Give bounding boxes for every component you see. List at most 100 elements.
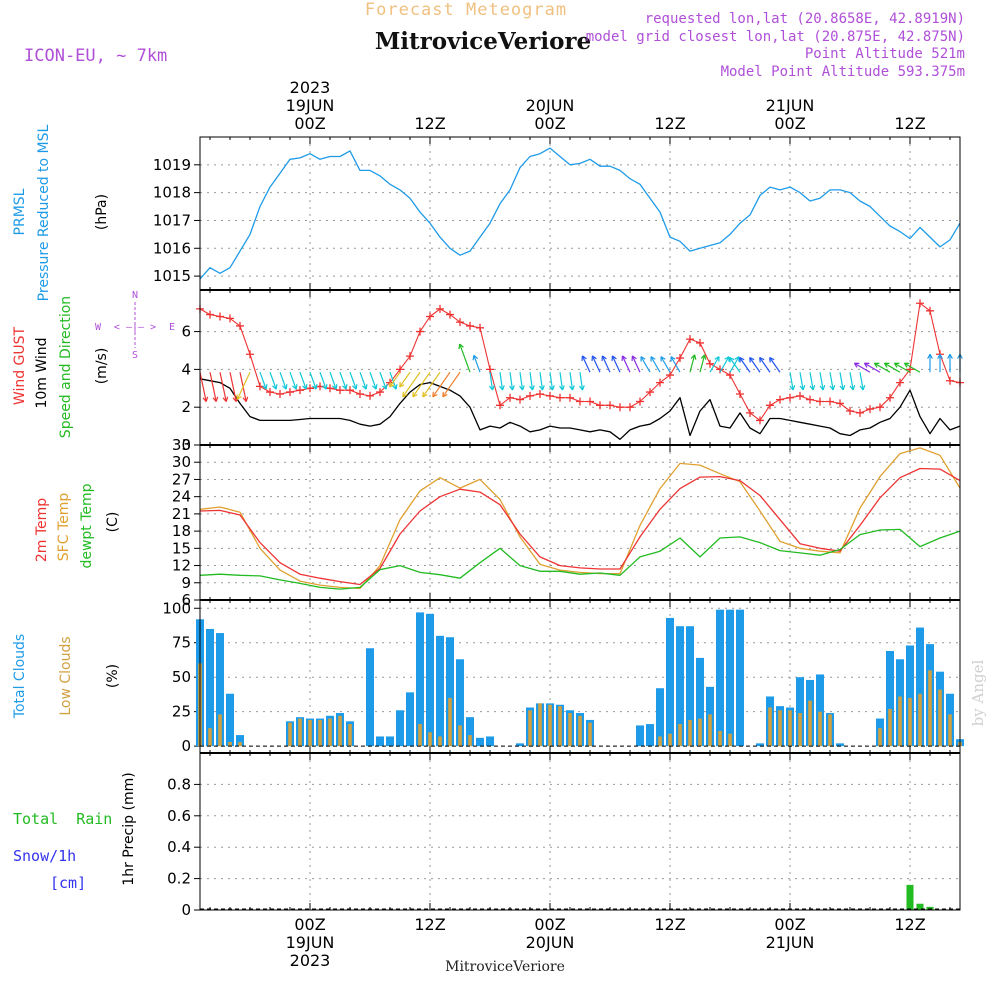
arrow-shaft	[699, 354, 706, 373]
total-cloud-bar	[656, 688, 664, 747]
gust-point	[846, 406, 854, 415]
bottom-time-label: 00Z	[294, 915, 325, 934]
arrow-head	[927, 353, 933, 359]
wind-direction-arrow	[621, 355, 631, 373]
y-tick-label: 9	[181, 574, 191, 592]
gust-point	[856, 408, 864, 417]
arrow-shaft	[299, 372, 307, 390]
total-cloud-bar	[396, 710, 404, 747]
gust-point	[456, 318, 464, 327]
low-cloud-bar	[888, 708, 892, 747]
arrow-shaft	[621, 355, 631, 373]
arrow-shaft	[459, 343, 471, 373]
pressure-label-prmsl: PRMSL	[12, 188, 28, 235]
y-tick-label: 1017	[153, 211, 191, 229]
low-cloud-bar	[678, 724, 682, 747]
precip-labels: Total Rain Snow/1h [cm] 1hr Precip (mm)	[13, 772, 137, 892]
total-cloud-bar	[376, 736, 384, 747]
arrow-shaft	[864, 362, 881, 373]
arrow-shaft	[349, 372, 357, 390]
wind-direction-arrow	[369, 372, 378, 390]
wind-direction-arrow	[819, 372, 826, 391]
compass-s: S	[132, 350, 138, 361]
top-title: Forecast Meteogram	[365, 0, 567, 20]
temp-labels: 2m Temp SFC Temp dewpt Temp (C)	[34, 483, 121, 568]
low-cloud-bar	[918, 693, 922, 747]
wind-direction-arrow	[947, 353, 953, 373]
arrow-head	[282, 384, 288, 390]
arrow-head	[389, 381, 395, 388]
y-tick-label: 0	[181, 436, 191, 454]
arrow-shaft	[309, 372, 317, 390]
total-cloud-bar	[486, 736, 494, 747]
gust-point	[496, 401, 504, 410]
wind-direction-arrow	[389, 372, 398, 390]
low-cloud-bar	[768, 707, 772, 747]
wind-direction-arrow	[412, 371, 431, 398]
arrow-head	[399, 381, 405, 388]
precip-label-rain: Total Rain	[13, 810, 112, 828]
top-time-label: 12Z	[894, 114, 925, 133]
total-cloud-bar	[446, 637, 454, 747]
arrow-head	[829, 385, 836, 391]
wind-direction-arrow	[309, 372, 318, 390]
arrow-shaft	[579, 372, 584, 391]
arrow-shaft	[601, 355, 611, 373]
arrow-head	[849, 385, 856, 391]
low-cloud-bar	[528, 710, 532, 747]
low-cloud-bar	[718, 730, 722, 747]
low-cloud-bar	[218, 714, 222, 747]
gust-point	[806, 395, 814, 404]
compass-e: E	[169, 322, 175, 333]
arrow-head	[292, 384, 298, 390]
low-cloud-bar	[228, 741, 232, 747]
cloud-labels: Total Clouds Low Clouds (%)	[12, 634, 121, 719]
arrow-shaft	[432, 371, 451, 398]
gust-point	[476, 323, 484, 332]
arrow-head	[873, 362, 880, 368]
arrow-head	[202, 396, 209, 402]
y-tick-label: 0	[181, 737, 191, 755]
low-cloud-bar	[548, 704, 552, 747]
low-cloud-bar	[908, 697, 912, 747]
bottom-time-label: 00Z	[534, 915, 565, 934]
arrow-shaft	[319, 372, 327, 390]
arrow-head	[947, 353, 953, 359]
arrow-shaft	[749, 357, 761, 373]
arrow-head	[769, 356, 775, 363]
wind-direction-arrow	[339, 372, 348, 390]
arrow-head	[549, 385, 555, 391]
y-tick-label: 1019	[153, 156, 191, 174]
y-tick-label: 0.6	[167, 807, 191, 825]
arrow-shaft	[819, 372, 824, 391]
gust-point	[396, 365, 404, 374]
arrow-head	[402, 391, 408, 398]
low-cloud-bar	[558, 706, 562, 747]
gust-point	[746, 408, 754, 417]
wind-direction-arrow	[399, 371, 411, 388]
arrow-head	[809, 385, 816, 391]
arrow-shaft	[489, 372, 494, 391]
arrow-head	[499, 385, 505, 391]
arrow-head	[432, 391, 438, 398]
bottom-time-label: 12Z	[654, 915, 685, 934]
wind-direction-arrow	[799, 372, 806, 391]
arrow-shaft	[389, 372, 397, 390]
arrow-shaft	[650, 356, 661, 373]
total-cloud-bar	[636, 725, 644, 747]
gust-point	[356, 389, 364, 398]
gust-point	[926, 306, 934, 315]
gust-point	[306, 384, 314, 393]
wind-direction-arrow	[809, 372, 816, 391]
wind-direction-arrow	[749, 356, 761, 373]
wind-direction-arrow	[472, 354, 481, 373]
y-tick-label: 1015	[153, 267, 191, 285]
wind-direction-arrow	[259, 372, 268, 390]
gust-point	[886, 393, 894, 402]
arrow-shaft	[412, 371, 431, 398]
y-tick-label: 24	[172, 488, 191, 506]
arrow-head	[312, 384, 318, 390]
arrow-head	[601, 355, 607, 361]
gust-point	[586, 397, 594, 406]
arrow-shaft	[379, 372, 387, 390]
